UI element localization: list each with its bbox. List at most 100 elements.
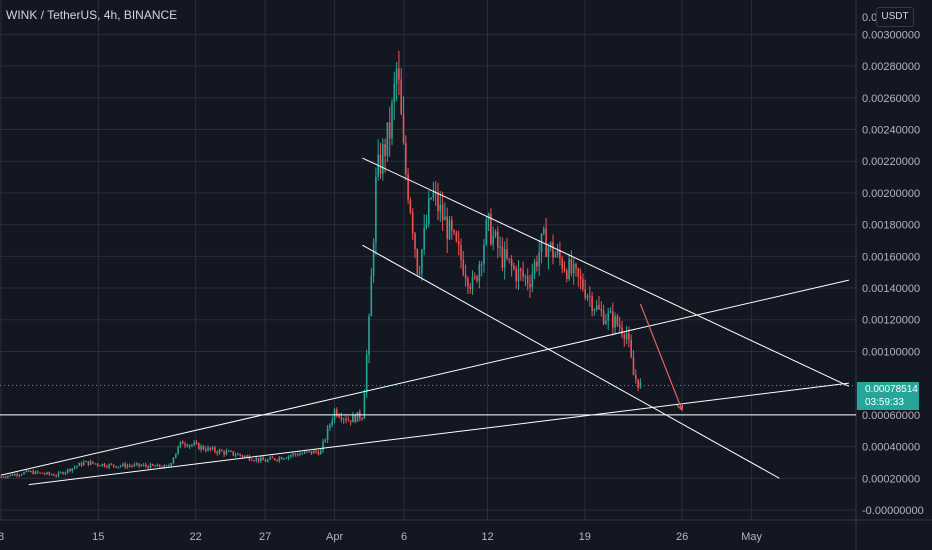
- candle-body: [188, 445, 191, 447]
- candle-body: [16, 474, 18, 476]
- candle-body: [618, 324, 621, 328]
- forecast-arrow[interactable]: [639, 303, 683, 411]
- candle-body: [158, 464, 161, 468]
- candle-body: [191, 444, 193, 446]
- candle-body: [89, 461, 92, 465]
- candle-body: [356, 411, 359, 422]
- y-tick-label: -0.00000000: [862, 505, 924, 517]
- candle-body: [430, 197, 432, 199]
- candle-body: [386, 122, 389, 157]
- candle-body: [142, 464, 145, 466]
- candle-body: [382, 144, 384, 174]
- candle-body: [428, 198, 430, 224]
- candle-body: [241, 455, 244, 457]
- candle-body: [124, 463, 126, 468]
- candle-body: [315, 450, 317, 452]
- candle-body: [485, 219, 488, 245]
- candle-body: [287, 455, 290, 459]
- x-tick-label: 27: [259, 531, 271, 543]
- currency-badge[interactable]: USDT: [876, 7, 914, 27]
- candle-body: [363, 392, 366, 419]
- candle-body: [4, 477, 7, 479]
- candle-body: [30, 471, 32, 473]
- candle-body: [303, 451, 306, 454]
- trend-line[interactable]: [362, 157, 850, 387]
- candle-body: [175, 453, 177, 459]
- candle-body: [87, 461, 90, 465]
- candle-body: [423, 227, 425, 250]
- candle-body: [20, 474, 23, 476]
- candle-body: [172, 458, 175, 464]
- symbol-title[interactable]: WINK / TetherUS, 4h, BINANCE: [6, 8, 178, 22]
- candle-body: [584, 289, 586, 298]
- y-tick-label: 0.00040000: [862, 442, 920, 454]
- y-tick-label: 0.00100000: [862, 346, 920, 358]
- trend-line[interactable]: [28, 382, 849, 486]
- candle-body: [276, 459, 278, 461]
- candle-body: [536, 261, 538, 267]
- candle-body: [198, 443, 200, 450]
- candle-body: [483, 244, 485, 264]
- y-tick-label-top: 0.0: [862, 12, 877, 24]
- candle-body: [0, 476, 2, 478]
- trend-line[interactable]: [362, 244, 780, 479]
- candle-body: [462, 260, 465, 275]
- candle-body: [549, 242, 552, 248]
- candle-body: [211, 447, 214, 450]
- candle-body: [83, 461, 85, 466]
- candle-body: [469, 286, 471, 290]
- candle-body: [460, 245, 462, 261]
- candle-body: [400, 79, 402, 115]
- candle-body: [269, 457, 271, 460]
- candle-body: [630, 340, 632, 357]
- candle-body: [69, 469, 71, 472]
- candle-body: [48, 472, 51, 475]
- candle-body: [237, 454, 239, 456]
- candle-body: [543, 228, 545, 234]
- candle-body: [361, 418, 363, 420]
- candle-body: [336, 409, 338, 416]
- candle-body: [494, 231, 497, 236]
- candle-body: [559, 250, 561, 259]
- candle-body: [432, 192, 435, 198]
- candle-body: [41, 472, 44, 474]
- x-tick-label: 22: [189, 531, 201, 543]
- candle-body: [506, 249, 508, 259]
- candle-body: [329, 424, 331, 428]
- candle-body: [340, 417, 343, 420]
- candle-body: [34, 471, 37, 475]
- x-tick-label: Apr: [326, 531, 343, 543]
- candle-body: [545, 228, 547, 257]
- candle-body: [262, 457, 264, 461]
- candle-body: [609, 311, 612, 313]
- candle-body: [595, 305, 598, 310]
- candle-body: [32, 471, 34, 475]
- candle-body: [552, 242, 554, 258]
- candle-body: [600, 309, 603, 311]
- candle-body: [533, 261, 536, 274]
- candle-body: [244, 455, 246, 457]
- candle-body: [78, 463, 80, 466]
- candle-body: [76, 465, 78, 468]
- candle-body: [214, 447, 216, 452]
- candle-body: [635, 375, 637, 380]
- candle-body: [398, 68, 400, 80]
- y-tick-label: 0.00300000: [862, 29, 920, 41]
- candle-body: [101, 463, 103, 466]
- candle-body: [416, 249, 419, 274]
- trend-line[interactable]: [0, 279, 850, 476]
- candle-body: [2, 476, 5, 478]
- candle-body: [50, 474, 53, 476]
- candle-body: [96, 463, 99, 466]
- last-price-badge: 0.00078514 03:59:33: [857, 382, 919, 410]
- candle-body: [154, 465, 156, 467]
- candle-body: [246, 455, 248, 457]
- candle-body: [27, 470, 30, 472]
- candle-body: [122, 463, 124, 466]
- candle-body: [582, 279, 584, 290]
- candle-body: [379, 154, 382, 174]
- last-price-value: 0.00078514: [865, 384, 918, 395]
- candle-body: [471, 276, 474, 290]
- candle-body: [625, 333, 628, 340]
